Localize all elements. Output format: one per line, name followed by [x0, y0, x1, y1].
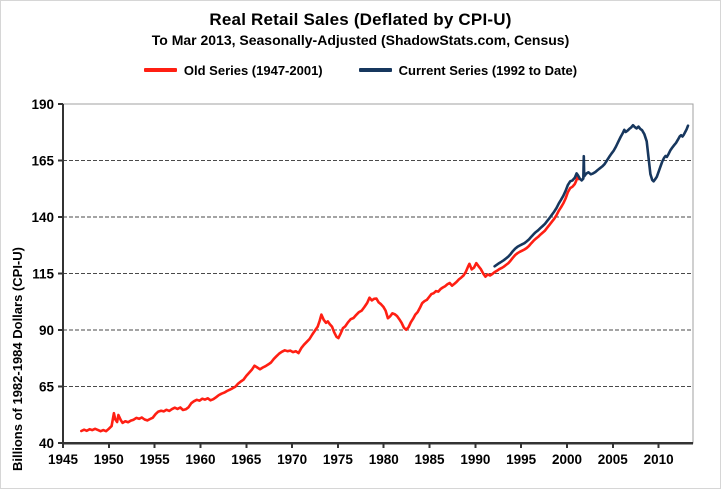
- x-tick-label-1960: 1960: [185, 452, 215, 467]
- legend: Old Series (1947-2001) Current Series (1…: [1, 62, 720, 78]
- old-series-line-swatch: [143, 68, 177, 72]
- x-tick-label-1970: 1970: [277, 452, 307, 467]
- current-series-line-swatch: [358, 68, 392, 72]
- plot-area: 40 65 90 115 140 165 190 1945 1950 1955 1960 1965 19…: [1, 86, 720, 488]
- x-tick-label-1985: 1985: [415, 452, 446, 467]
- legend-item-old-series: Old Series (1947-2001): [143, 62, 323, 78]
- legend-item-current-series: Current Series (1992 to Date): [358, 62, 578, 78]
- x-tick-label-1995: 1995: [506, 452, 537, 467]
- x-tick-label-1955: 1955: [140, 452, 171, 467]
- current-series-line: [493, 123, 690, 268]
- x-tick-label-1950: 1950: [94, 452, 124, 467]
- legend-label-current-series: Current Series (1992 to Date): [398, 62, 578, 78]
- x-tick-label-1990: 1990: [460, 452, 490, 467]
- chart-subtitle: To Mar 2013, Seasonally-Adjusted (Shadow…: [151, 32, 570, 48]
- x-tick-label-1965: 1965: [231, 452, 262, 467]
- x-tick-label-1980: 1980: [369, 452, 399, 467]
- x-tick-label-1975: 1975: [323, 452, 354, 467]
- chart-canvas: 40 65 90 115 140 165 190 1945 1950 1955 1960 1965 19…: [31, 97, 694, 467]
- y-tick-label-40: 40: [39, 436, 54, 451]
- legend-label-old-series: Old Series (1947-2001): [183, 62, 323, 78]
- x-tick-label-2000: 2000: [552, 452, 582, 467]
- old-series-line: [80, 175, 581, 433]
- chart-title: Real Retail Sales (Deflated by CPI-U): [209, 10, 512, 29]
- y-tick-label-190: 190: [31, 97, 54, 112]
- x-tick-label-1945: 1945: [48, 452, 79, 467]
- x-tick-label-2010: 2010: [644, 452, 674, 467]
- y-tick-label-140: 140: [31, 210, 54, 225]
- y-tick-label-165: 165: [31, 154, 54, 169]
- y-tick-label-90: 90: [39, 323, 54, 338]
- x-tick-label-2005: 2005: [598, 452, 629, 467]
- y-tick-label-115: 115: [32, 267, 54, 282]
- y-tick-label-65: 65: [39, 380, 55, 395]
